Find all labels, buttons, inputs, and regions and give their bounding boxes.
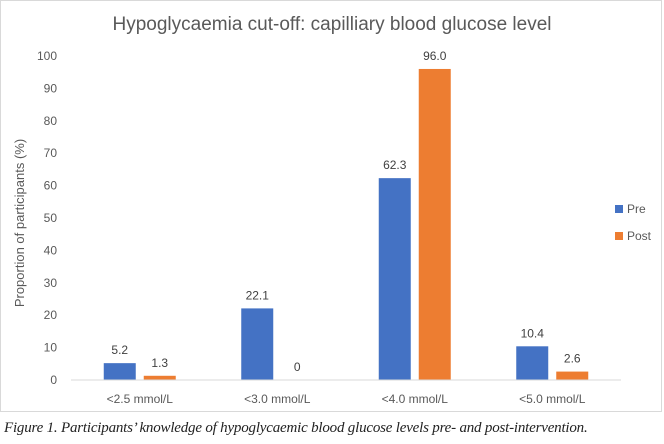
data-label: 62.3 <box>383 158 407 172</box>
data-label: 2.6 <box>564 352 581 366</box>
bar-chart: Hypoglycaemia cut-off: capilliary blood … <box>12 14 652 406</box>
x-axis-ticks: <2.5 mmol/L <3.0 mmol/L <4.0 mmol/L <5.0 mm… <box>107 392 586 406</box>
y-axis-ticks: 0 10 20 30 40 50 60 70 80 90 100 <box>37 49 57 387</box>
x-tick-label: <2.5 mmol/L <box>107 392 174 406</box>
bar-pre <box>103 363 136 380</box>
y-tick-label: 80 <box>44 114 58 128</box>
legend: Pre Post <box>615 202 652 243</box>
legend-swatch-post <box>615 232 623 240</box>
y-tick-label: 20 <box>44 308 58 322</box>
data-label: 1.3 <box>151 356 168 370</box>
bars: 5.2 1.3 22.1 0 62.3 96.0 10.4 2.6 <box>103 49 589 381</box>
y-axis-label: Proportion of participants (%) <box>12 139 27 307</box>
legend-label: Post <box>627 229 652 243</box>
data-label: 0 <box>294 360 301 374</box>
legend-label: Pre <box>627 202 646 216</box>
x-tick-label: <4.0 mmol/L <box>382 392 449 406</box>
data-label: 96.0 <box>423 49 447 63</box>
data-label: 10.4 <box>521 326 545 340</box>
data-label: 5.2 <box>111 343 128 357</box>
bar-pre <box>516 346 549 380</box>
bar-post <box>418 68 451 381</box>
bar-pre <box>378 178 411 380</box>
y-tick-label: 100 <box>37 49 57 63</box>
x-tick-label: <5.0 mmol/L <box>519 392 586 406</box>
y-tick-label: 50 <box>44 211 58 225</box>
y-tick-label: 70 <box>44 146 58 160</box>
y-tick-label: 10 <box>44 341 58 355</box>
figure-caption: Figure 1. Participants’ knowledge of hyp… <box>4 420 588 436</box>
legend-swatch-pre <box>615 205 623 213</box>
bar-post <box>143 375 176 380</box>
y-tick-label: 90 <box>44 81 58 95</box>
y-tick-label: 60 <box>44 179 58 193</box>
y-tick-label: 30 <box>44 276 58 290</box>
bar-pre <box>241 308 274 380</box>
y-tick-label: 40 <box>44 243 58 257</box>
chart-frame: Hypoglycaemia cut-off: capilliary blood … <box>0 0 662 412</box>
bar-post <box>556 371 589 380</box>
chart-title: Hypoglycaemia cut-off: capilliary blood … <box>113 14 552 35</box>
data-label: 22.1 <box>246 288 270 302</box>
y-tick-label: 0 <box>50 373 57 387</box>
x-tick-label: <3.0 mmol/L <box>244 392 311 406</box>
